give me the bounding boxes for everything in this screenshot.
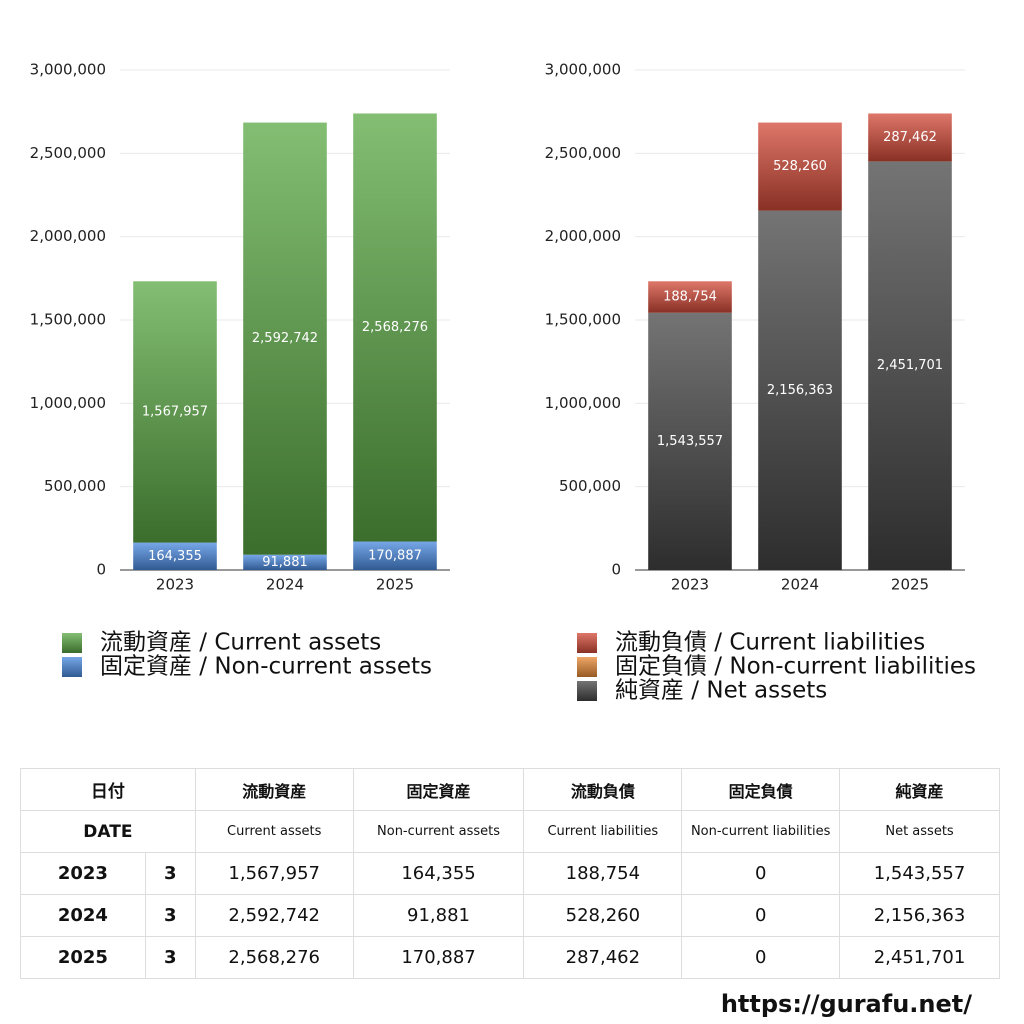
legend-swatch [62,657,82,677]
x-tick-label: 2025 [891,576,929,594]
table-cell: 0 [681,936,841,979]
table-cell: DATE [20,810,196,853]
table-cell: Non-current liabilities [681,810,841,853]
y-tick-label: 0 [96,561,106,579]
bar-segment [243,554,327,570]
data-label: 1,543,557 [657,434,723,449]
table-cell: 日付 [20,768,196,811]
site-url: https://gurafu.net/ [720,990,972,1018]
y-tick-label: 2,000,000 [545,227,621,245]
legend-label: 流動負債 / Current liabilities [615,630,925,656]
table-cell: 1,543,557 [839,852,1000,895]
table-cell: 流動資産 [194,768,354,811]
data-label: 91,881 [262,555,308,570]
table-cell: 3 [144,894,196,937]
table-cell: Current liabilities [523,810,683,853]
table-cell: 0 [681,894,841,937]
bar-segment [758,122,842,211]
y-tick-label: 1,500,000 [545,311,621,329]
bar-segment [868,161,952,570]
legend-label: 固定資産 / Non-current assets [100,654,432,680]
bar-segment [353,541,437,570]
data-label: 2,568,276 [362,320,428,335]
data-label: 528,260 [773,159,827,174]
table-cell: 3 [144,852,196,895]
bar-segment [133,281,217,543]
table-cell: 164,355 [352,852,525,895]
bar-segment [868,113,952,162]
table-cell: 0 [681,852,841,895]
table-cell: 固定資産 [352,768,525,811]
data-table: 日付 流動資産 固定資産 流動負債 固定負債 純資産 DATE Current assets N… [20,768,1000,979]
table-cell: 1,567,957 [194,852,354,895]
x-tick-label: 2024 [266,576,304,594]
table-cell: 2025 [20,936,146,979]
y-tick-label: 2,500,000 [545,144,621,162]
x-tick-label: 2023 [156,576,194,594]
legend-label: 純資産 / Net assets [615,678,827,704]
table-cell: 528,260 [523,894,683,937]
data-label: 1,567,957 [142,404,208,419]
legend-swatch [577,681,597,701]
data-label: 2,451,701 [877,358,943,373]
table-cell: 287,462 [523,936,683,979]
bar-segment [648,281,732,313]
y-tick-label: 3,000,000 [30,61,106,79]
table-cell: 2024 [20,894,146,937]
table-cell: 2023 [20,852,146,895]
x-tick-label: 2024 [781,576,819,594]
table-cell: Net assets [839,810,1000,853]
bar-segment [243,122,327,555]
table-cell: 2,451,701 [839,936,1000,979]
y-tick-label: 500,000 [559,477,621,495]
legend-swatch [577,633,597,653]
y-tick-label: 2,000,000 [30,227,106,245]
y-tick-label: 2,500,000 [30,144,106,162]
data-label: 170,887 [368,548,422,563]
charts: 0 500,000 1,000,000 1,500,000 2,000,000 2,500… [30,61,976,704]
legend-swatch [577,657,597,677]
table-cell: 固定負債 [681,768,841,811]
bar-segment [133,542,217,570]
legend-label: 固定負債 / Non-current liabilities [615,654,976,680]
data-label: 2,156,363 [767,383,833,398]
data-label: 164,355 [148,549,202,564]
bar-segment [648,312,732,570]
table-cell: Current assets [194,810,354,853]
x-tick-label: 2023 [671,576,709,594]
bar-segment [353,113,437,542]
y-tick-label: 1,500,000 [30,311,106,329]
data-label: 287,462 [883,130,937,145]
legend-swatch [62,633,82,653]
data-label: 2,592,742 [252,331,318,346]
table-cell: 188,754 [523,852,683,895]
y-tick-label: 0 [611,561,621,579]
y-tick-label: 1,000,000 [30,394,106,412]
y-tick-label: 500,000 [44,477,106,495]
table-cell: 純資産 [839,768,1000,811]
y-tick-label: 3,000,000 [545,61,621,79]
legend-label: 流動資産 / Current assets [100,630,381,656]
table-cell: 2,156,363 [839,894,1000,937]
table-cell: 2,568,276 [194,936,354,979]
table-cell: 170,887 [352,936,525,979]
table-cell: 91,881 [352,894,525,937]
table-cell: 3 [144,936,196,979]
y-tick-label: 1,000,000 [545,394,621,412]
x-tick-label: 2025 [376,576,414,594]
table-cell: Non-current assets [352,810,525,853]
table-cell: 2,592,742 [194,894,354,937]
table-cell: 流動負債 [523,768,683,811]
bar-segment [758,210,842,570]
data-label: 188,754 [663,290,717,305]
